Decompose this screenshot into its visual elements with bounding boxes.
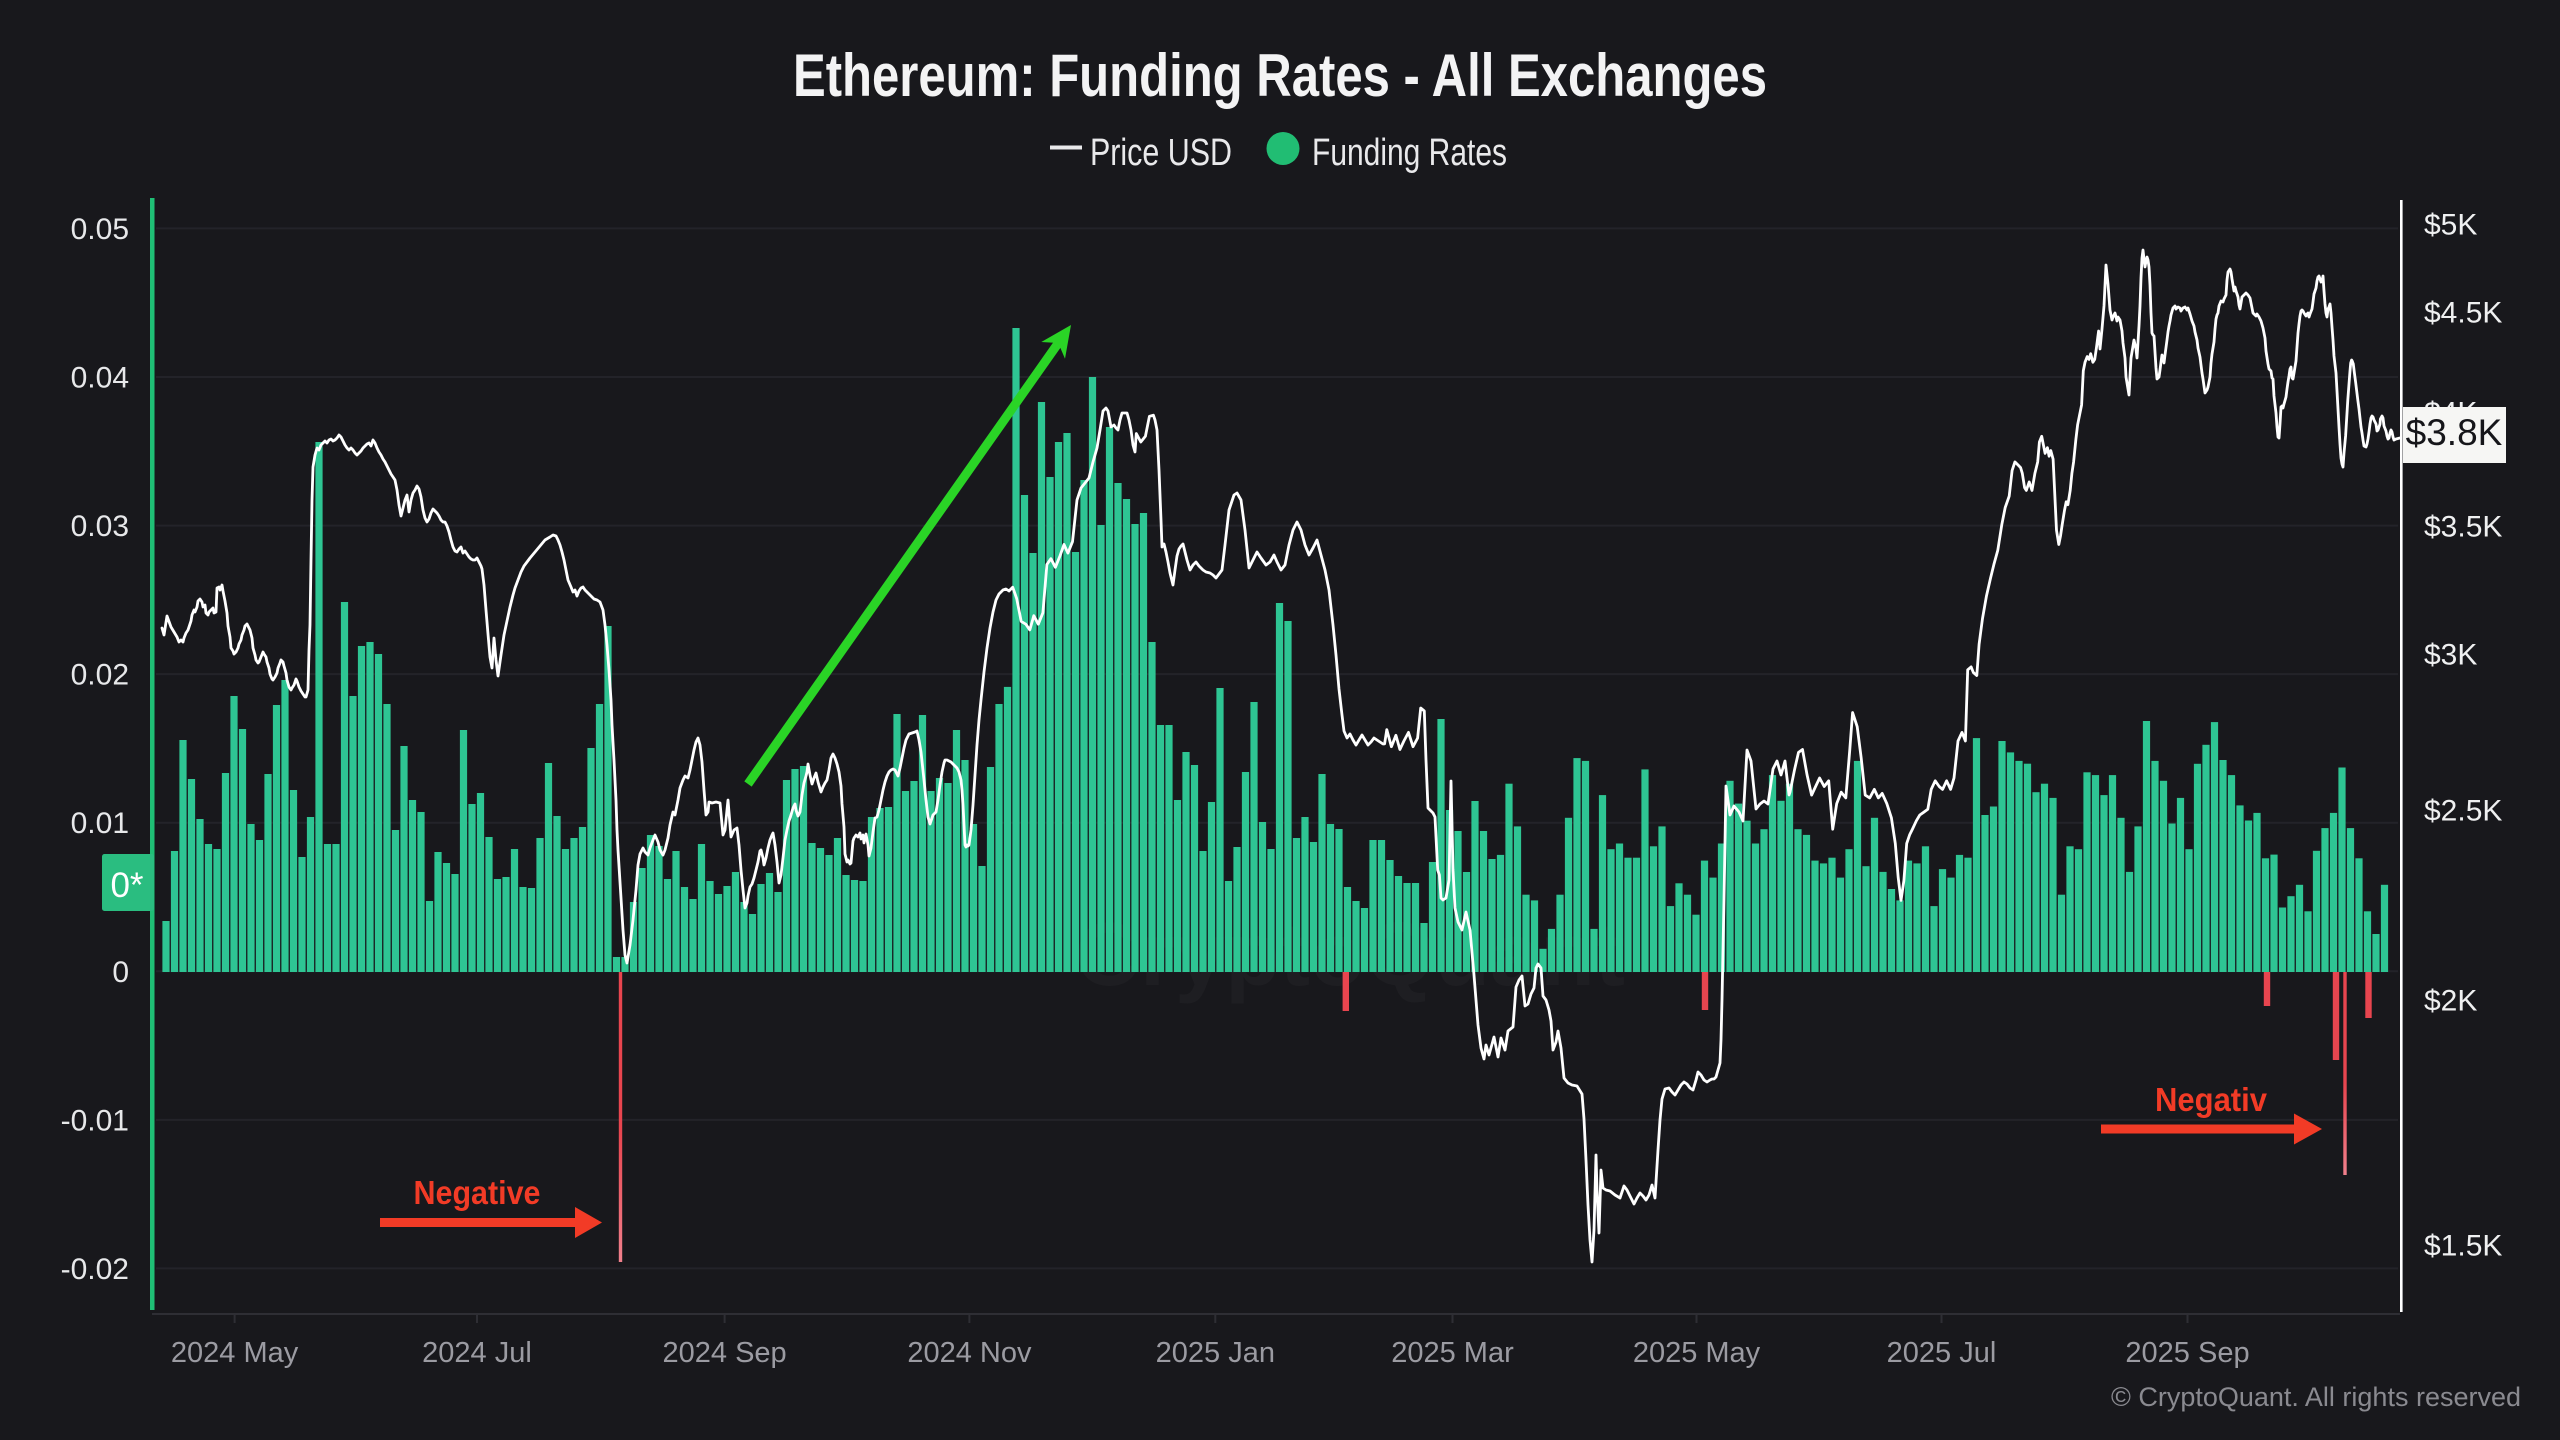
svg-text:2024 Sep: 2024 Sep (663, 1337, 787, 1369)
svg-text:Negativ: Negativ (2155, 1081, 2268, 1118)
svg-text:Funding Rates: Funding Rates (1312, 132, 1507, 174)
svg-text:$1.5K: $1.5K (2424, 1230, 2502, 1263)
svg-text:0*: 0* (110, 866, 143, 905)
svg-text:-0.02: -0.02 (61, 1253, 129, 1286)
svg-text:$2K: $2K (2424, 985, 2477, 1018)
svg-text:2024 May: 2024 May (171, 1337, 299, 1369)
svg-text:$2.5K: $2.5K (2424, 795, 2502, 828)
svg-text:Price USD: Price USD (1090, 132, 1232, 174)
svg-text:$4.5K: $4.5K (2424, 297, 2502, 330)
svg-text:0.04: 0.04 (71, 362, 129, 395)
svg-text:Negative: Negative (414, 1174, 541, 1211)
svg-text:0.02: 0.02 (71, 659, 129, 692)
svg-text:2025 Sep: 2025 Sep (2125, 1337, 2249, 1369)
svg-text:0.01: 0.01 (71, 807, 129, 840)
svg-text:© CryptoQuant. All rights rese: © CryptoQuant. All rights reserved (2111, 1382, 2521, 1412)
svg-text:0.05: 0.05 (71, 213, 129, 246)
svg-text:Ethereum: Funding Rates - All: Ethereum: Funding Rates - All Exchanges (793, 42, 1767, 109)
svg-text:-0.01: -0.01 (61, 1104, 129, 1137)
svg-text:$3.5K: $3.5K (2424, 511, 2502, 544)
svg-text:2025 May: 2025 May (1633, 1337, 1761, 1369)
svg-text:2025 Mar: 2025 Mar (1391, 1337, 1514, 1369)
svg-text:0: 0 (112, 956, 129, 989)
svg-text:0.03: 0.03 (71, 510, 129, 543)
svg-text:2025 Jul: 2025 Jul (1887, 1337, 1997, 1369)
svg-text:2024 Jul: 2024 Jul (422, 1337, 532, 1369)
svg-text:$3.8K: $3.8K (2406, 412, 2503, 453)
svg-text:2025 Jan: 2025 Jan (1156, 1337, 1275, 1369)
svg-text:$5K: $5K (2424, 209, 2477, 242)
svg-text:2024 Nov: 2024 Nov (907, 1337, 1032, 1369)
svg-text:$3K: $3K (2424, 639, 2477, 672)
